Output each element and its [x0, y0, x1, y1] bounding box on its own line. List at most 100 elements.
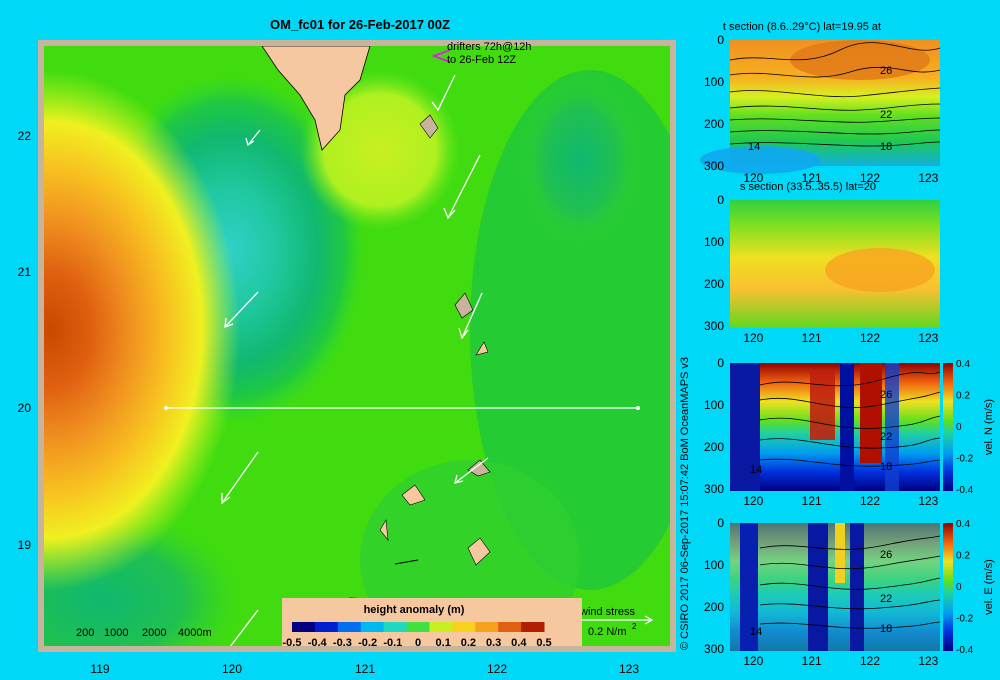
- panel-y-tick-label: 300: [704, 159, 724, 173]
- panel-x-tick-label: 122: [860, 331, 880, 345]
- colorbar-swatch: [475, 622, 499, 632]
- colorbar-tick-label: -0.3: [333, 637, 352, 649]
- colorbar-tick-label: 0.3: [486, 637, 501, 649]
- panel-x-tick-label: 120: [743, 171, 763, 185]
- colorbar-tick-label: -0.4: [308, 637, 328, 649]
- velocity-colorbar-tick: 0.4: [956, 519, 970, 530]
- salinity-section: [730, 200, 940, 328]
- velocity-colorbar-tick: 0.4: [956, 359, 970, 370]
- colorbar-title: height anomaly (m): [364, 604, 465, 616]
- colorbar-swatch: [383, 622, 408, 632]
- height-colorbar: height anomaly (m) -0.5 -0.4 -0.3 -0.2 -0.1 0…: [282, 598, 582, 649]
- colorbar-tick-label: 0.4: [511, 637, 527, 649]
- map-y-axis: 22 21 20 19: [18, 129, 32, 552]
- velocity-colorbar-tick: 0: [956, 422, 962, 433]
- panel-y-tick-label: 300: [704, 642, 724, 656]
- map-x-axis: 119 120 121 122 123: [90, 662, 639, 676]
- panel-y-tick-label: 200: [704, 600, 724, 614]
- panel-x-tick-label: 120: [743, 654, 763, 668]
- colorbar-tick-label: 0.5: [536, 637, 551, 649]
- drifters-label-1: drifters 72h@12h: [447, 41, 532, 53]
- panel-x-tick-label: 123: [918, 494, 938, 508]
- panel-1-title: t section (8.6..29°C) lat=19.95 at: [723, 21, 881, 33]
- panel-x-tick-label: 122: [860, 494, 880, 508]
- svg-text:18: 18: [880, 141, 892, 153]
- panel-x-tick-label: 120: [743, 494, 763, 508]
- colorbar-tick-label: 0.1: [436, 637, 451, 649]
- velocity-colorbar-tick: -0.2: [956, 454, 974, 465]
- x-tick-label: 121: [355, 662, 375, 676]
- svg-text:18: 18: [880, 461, 892, 473]
- panel-y-tick-label: 0: [717, 516, 724, 530]
- velocity-north-colorbar: vel. N (m/s): [943, 363, 995, 491]
- panel-y-tick-label: 100: [704, 235, 724, 249]
- panel-y-tick-label: 0: [717, 356, 724, 370]
- panel-y-tick-label: 200: [704, 440, 724, 454]
- velocity-east-colorbar: vel. E (m/s): [943, 523, 995, 651]
- panel-x-tick-label: 122: [860, 171, 880, 185]
- section-panels: t section (8.6..29°C) lat=19.95 at 26 22…: [700, 21, 995, 668]
- svg-text:14: 14: [750, 626, 762, 638]
- drifter-marker: [431, 49, 451, 63]
- height-anomaly-field: [44, 46, 670, 646]
- x-tick-label: 119: [90, 662, 109, 676]
- colorbar-tick-label: -0.5: [283, 637, 302, 649]
- svg-text:vel. N (m/s): vel. N (m/s): [983, 399, 995, 455]
- panel-y-tick-label: 0: [717, 33, 724, 47]
- svg-text:1000: 1000: [104, 627, 128, 639]
- panel-y-tick-label: 300: [704, 482, 724, 496]
- drifter-arrows: [221, 74, 489, 646]
- panel-x-tick-label: 121: [802, 171, 822, 185]
- svg-text:vel. E (m/s): vel. E (m/s): [983, 559, 995, 615]
- panel-x-tick-label: 122: [860, 654, 880, 668]
- velocity-east-section: 26 22 18 14: [730, 523, 941, 651]
- wind-scale: 0.2 N/m: [588, 626, 627, 638]
- colorbar-swatch: [360, 622, 385, 632]
- x-tick-label: 123: [619, 662, 639, 676]
- panel-y-tick-label: 100: [704, 398, 724, 412]
- panel-x-tick-label: 121: [802, 331, 822, 345]
- colorbar-swatch: [292, 622, 316, 632]
- colorbar-tick-label: 0: [415, 637, 421, 649]
- wind-label: wind stress: [579, 606, 636, 618]
- colorbar-swatch: [521, 622, 545, 632]
- colorbar-tick-label: -0.2: [358, 637, 377, 649]
- x-tick-label: 122: [487, 662, 507, 676]
- panel-y-tick-label: 200: [704, 277, 724, 291]
- panel-y-tick-label: 300: [704, 319, 724, 333]
- y-tick-label: 21: [18, 265, 32, 279]
- land-mass: [261, 46, 371, 151]
- velocity-colorbar-tick: -0.4: [956, 485, 974, 496]
- svg-text:26: 26: [880, 65, 892, 77]
- velocity-colorbar-tick: 0.2: [956, 551, 970, 562]
- svg-text:4000m: 4000m: [178, 627, 212, 639]
- svg-text:14: 14: [750, 464, 762, 476]
- svg-text:22: 22: [880, 431, 892, 443]
- svg-text:22: 22: [880, 109, 892, 121]
- svg-text:26: 26: [880, 389, 892, 401]
- y-tick-label: 22: [18, 129, 32, 143]
- panel-x-tick-label: 120: [743, 331, 763, 345]
- wind-scale-sup: 2: [632, 622, 637, 631]
- velocity-colorbar-tick: 0.2: [956, 391, 970, 402]
- colorbar-swatch: [429, 622, 453, 632]
- credit-text: © CSIRO 2017 06-Sep-2017 15:07:42 BoM Oc…: [679, 356, 691, 650]
- x-tick-label: 120: [222, 662, 242, 676]
- velocity-north-section: 26 22 18 14: [730, 363, 941, 491]
- panel-y-tick-label: 0: [717, 193, 724, 207]
- drifters-label-2: to 26-Feb 12Z: [447, 54, 516, 66]
- velocity-colorbar-tick: -0.4: [956, 645, 974, 656]
- svg-text:26: 26: [880, 549, 892, 561]
- colorbar-swatch: [452, 622, 476, 632]
- panel-x-tick-label: 121: [802, 494, 822, 508]
- panel-x-tick-label: 123: [918, 331, 938, 345]
- velocity-colorbar-tick: 0: [956, 582, 962, 593]
- colorbar-swatch: [337, 622, 362, 632]
- svg-text:2000: 2000: [142, 627, 166, 639]
- panel-y-tick-label: 100: [704, 75, 724, 89]
- svg-text:22: 22: [880, 593, 892, 605]
- panel-x-tick-label: 123: [918, 171, 938, 185]
- svg-text:18: 18: [880, 623, 892, 635]
- colorbar-swatch: [314, 622, 339, 632]
